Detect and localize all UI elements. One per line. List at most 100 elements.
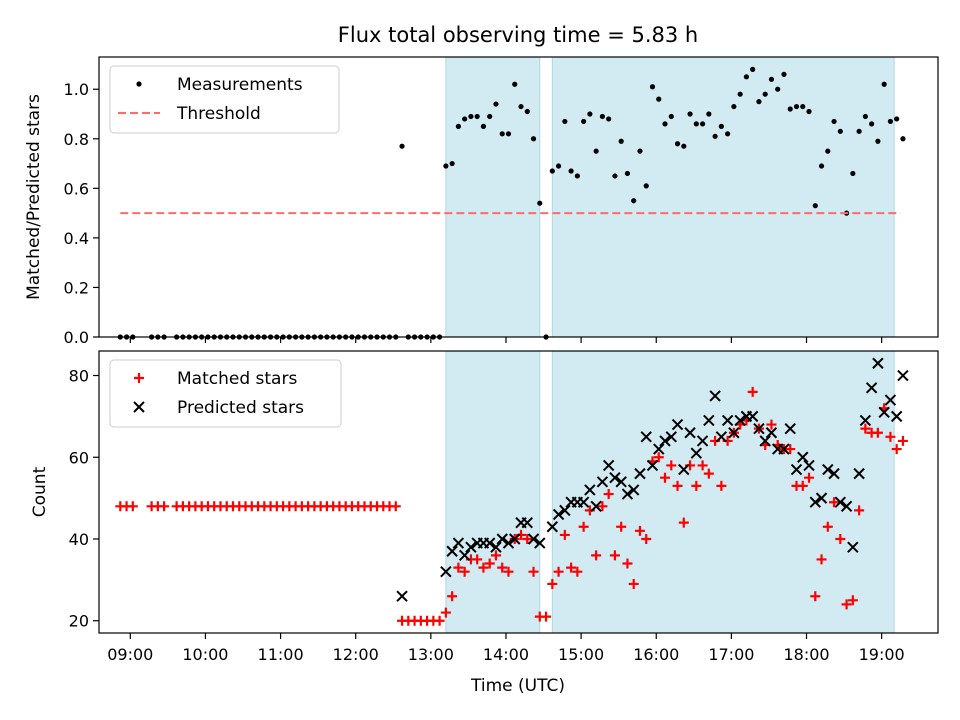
ratio-y-axis-label: Matched/Predicted stars xyxy=(24,94,44,300)
measurement-point xyxy=(737,91,743,97)
measurement-point xyxy=(468,113,474,120)
measurement-point xyxy=(894,116,900,122)
predicted-star-point xyxy=(678,463,690,476)
matched-star-point xyxy=(804,472,815,483)
predicted-star-point xyxy=(853,467,865,480)
predicted-star-point xyxy=(496,533,508,545)
predicted-star-point xyxy=(552,508,565,521)
predicted-star-point xyxy=(822,463,834,476)
matched-star-point xyxy=(747,386,758,397)
matched-star-point xyxy=(628,578,639,589)
measurement-point xyxy=(674,141,681,147)
matched-star-point xyxy=(841,599,852,610)
matched-star-point xyxy=(641,534,652,544)
measurement-point xyxy=(712,133,718,139)
measurement-point xyxy=(806,108,812,115)
measurement-point xyxy=(837,128,843,134)
matched-star-point xyxy=(835,534,846,544)
shaded-interval xyxy=(551,350,895,634)
measurement-point xyxy=(505,131,512,137)
matched-star-point xyxy=(566,562,577,573)
matched-star-point xyxy=(547,578,558,589)
matched-star-point xyxy=(847,595,858,606)
matched-star-point xyxy=(453,562,464,573)
measurement-point xyxy=(474,113,480,120)
predicted-star-point xyxy=(659,435,671,447)
matched-star-point xyxy=(785,444,796,455)
matched-star-point xyxy=(597,501,608,512)
predicted-star-point xyxy=(759,435,771,447)
measurement-point xyxy=(787,106,793,112)
legend-matched-marker xyxy=(134,373,144,383)
legend-label: Predicted stars xyxy=(177,398,304,418)
figure-title: Flux total observing time = 5.83 h xyxy=(338,23,698,47)
legend-predicted-marker xyxy=(133,401,145,413)
legend-measurement-marker xyxy=(136,81,142,87)
measurement-point xyxy=(449,160,455,167)
matched-star-point xyxy=(622,558,633,569)
measurement-point xyxy=(693,121,699,127)
measurement-point xyxy=(562,118,568,125)
measurement-point xyxy=(668,113,674,120)
predicted-star-point xyxy=(696,435,709,447)
count-plot-frame xyxy=(98,350,939,634)
matched-star-point xyxy=(390,501,401,512)
matched-star-point xyxy=(822,521,833,532)
ratio-y-axis: 0.0 0.2 0.4 0.6 0.8 1.0 xyxy=(64,80,99,347)
measurement-point xyxy=(443,163,449,169)
x-axis-label: Time (UTC) xyxy=(470,676,565,696)
predicted-star-point xyxy=(458,549,471,562)
predicted-star-point xyxy=(452,537,465,549)
ratio-plot-frame xyxy=(98,56,939,338)
measurement-point xyxy=(656,96,662,102)
matched-star-point xyxy=(459,566,470,577)
x-tick-label: 13:00 xyxy=(408,645,454,664)
matched-star-point xyxy=(127,501,138,512)
x-tick-label: 15:00 xyxy=(558,645,604,664)
predicted-star-point xyxy=(602,459,615,472)
measurement-point xyxy=(530,136,537,142)
shaded-interval xyxy=(445,350,541,634)
predicted-star-point xyxy=(897,369,909,382)
matched-star-point xyxy=(854,505,865,516)
measurement-point xyxy=(781,71,787,77)
predicted-star-point xyxy=(534,537,546,549)
measurement-point xyxy=(687,111,693,117)
measurement-point xyxy=(887,118,894,125)
predicted-star-point xyxy=(440,565,452,578)
matched-star-point xyxy=(578,521,589,532)
measurement-point xyxy=(818,163,825,169)
measurement-point xyxy=(480,123,487,129)
measurement-point xyxy=(850,170,856,177)
measurement-point xyxy=(462,116,468,122)
predicted-star-point xyxy=(596,476,609,488)
predicted-star-point xyxy=(728,427,740,439)
measurement-point xyxy=(568,168,574,174)
measurement-point xyxy=(574,173,580,179)
predicted-star-point xyxy=(615,476,627,488)
matched-star-point xyxy=(434,615,445,626)
measurement-point xyxy=(637,148,643,154)
measurement-point xyxy=(606,116,612,122)
matched-star-point xyxy=(703,468,714,479)
matched-star-point xyxy=(591,550,602,561)
predicted-star-point xyxy=(840,500,853,513)
matched-star-point xyxy=(159,501,170,512)
measurement-point xyxy=(537,200,543,206)
measurement-point xyxy=(493,101,499,107)
predicted-star-point xyxy=(521,516,533,529)
measurement-point xyxy=(793,103,800,110)
count-marks xyxy=(115,357,909,626)
legend-box xyxy=(109,65,340,134)
ratio-panel: 0.0 0.2 0.4 0.6 0.8 1.0 Matched/Predicted sta… xyxy=(24,56,939,347)
predicted-star-point xyxy=(872,357,884,369)
y-tick-label: 1.0 xyxy=(64,80,89,99)
predicted-star-point xyxy=(684,427,696,439)
measurement-point xyxy=(856,128,862,134)
matched-star-point xyxy=(559,529,570,540)
predicted-star-point xyxy=(703,414,715,427)
matched-star-point xyxy=(440,607,451,618)
predicted-star-point xyxy=(884,394,897,406)
measurement-point xyxy=(662,121,668,127)
